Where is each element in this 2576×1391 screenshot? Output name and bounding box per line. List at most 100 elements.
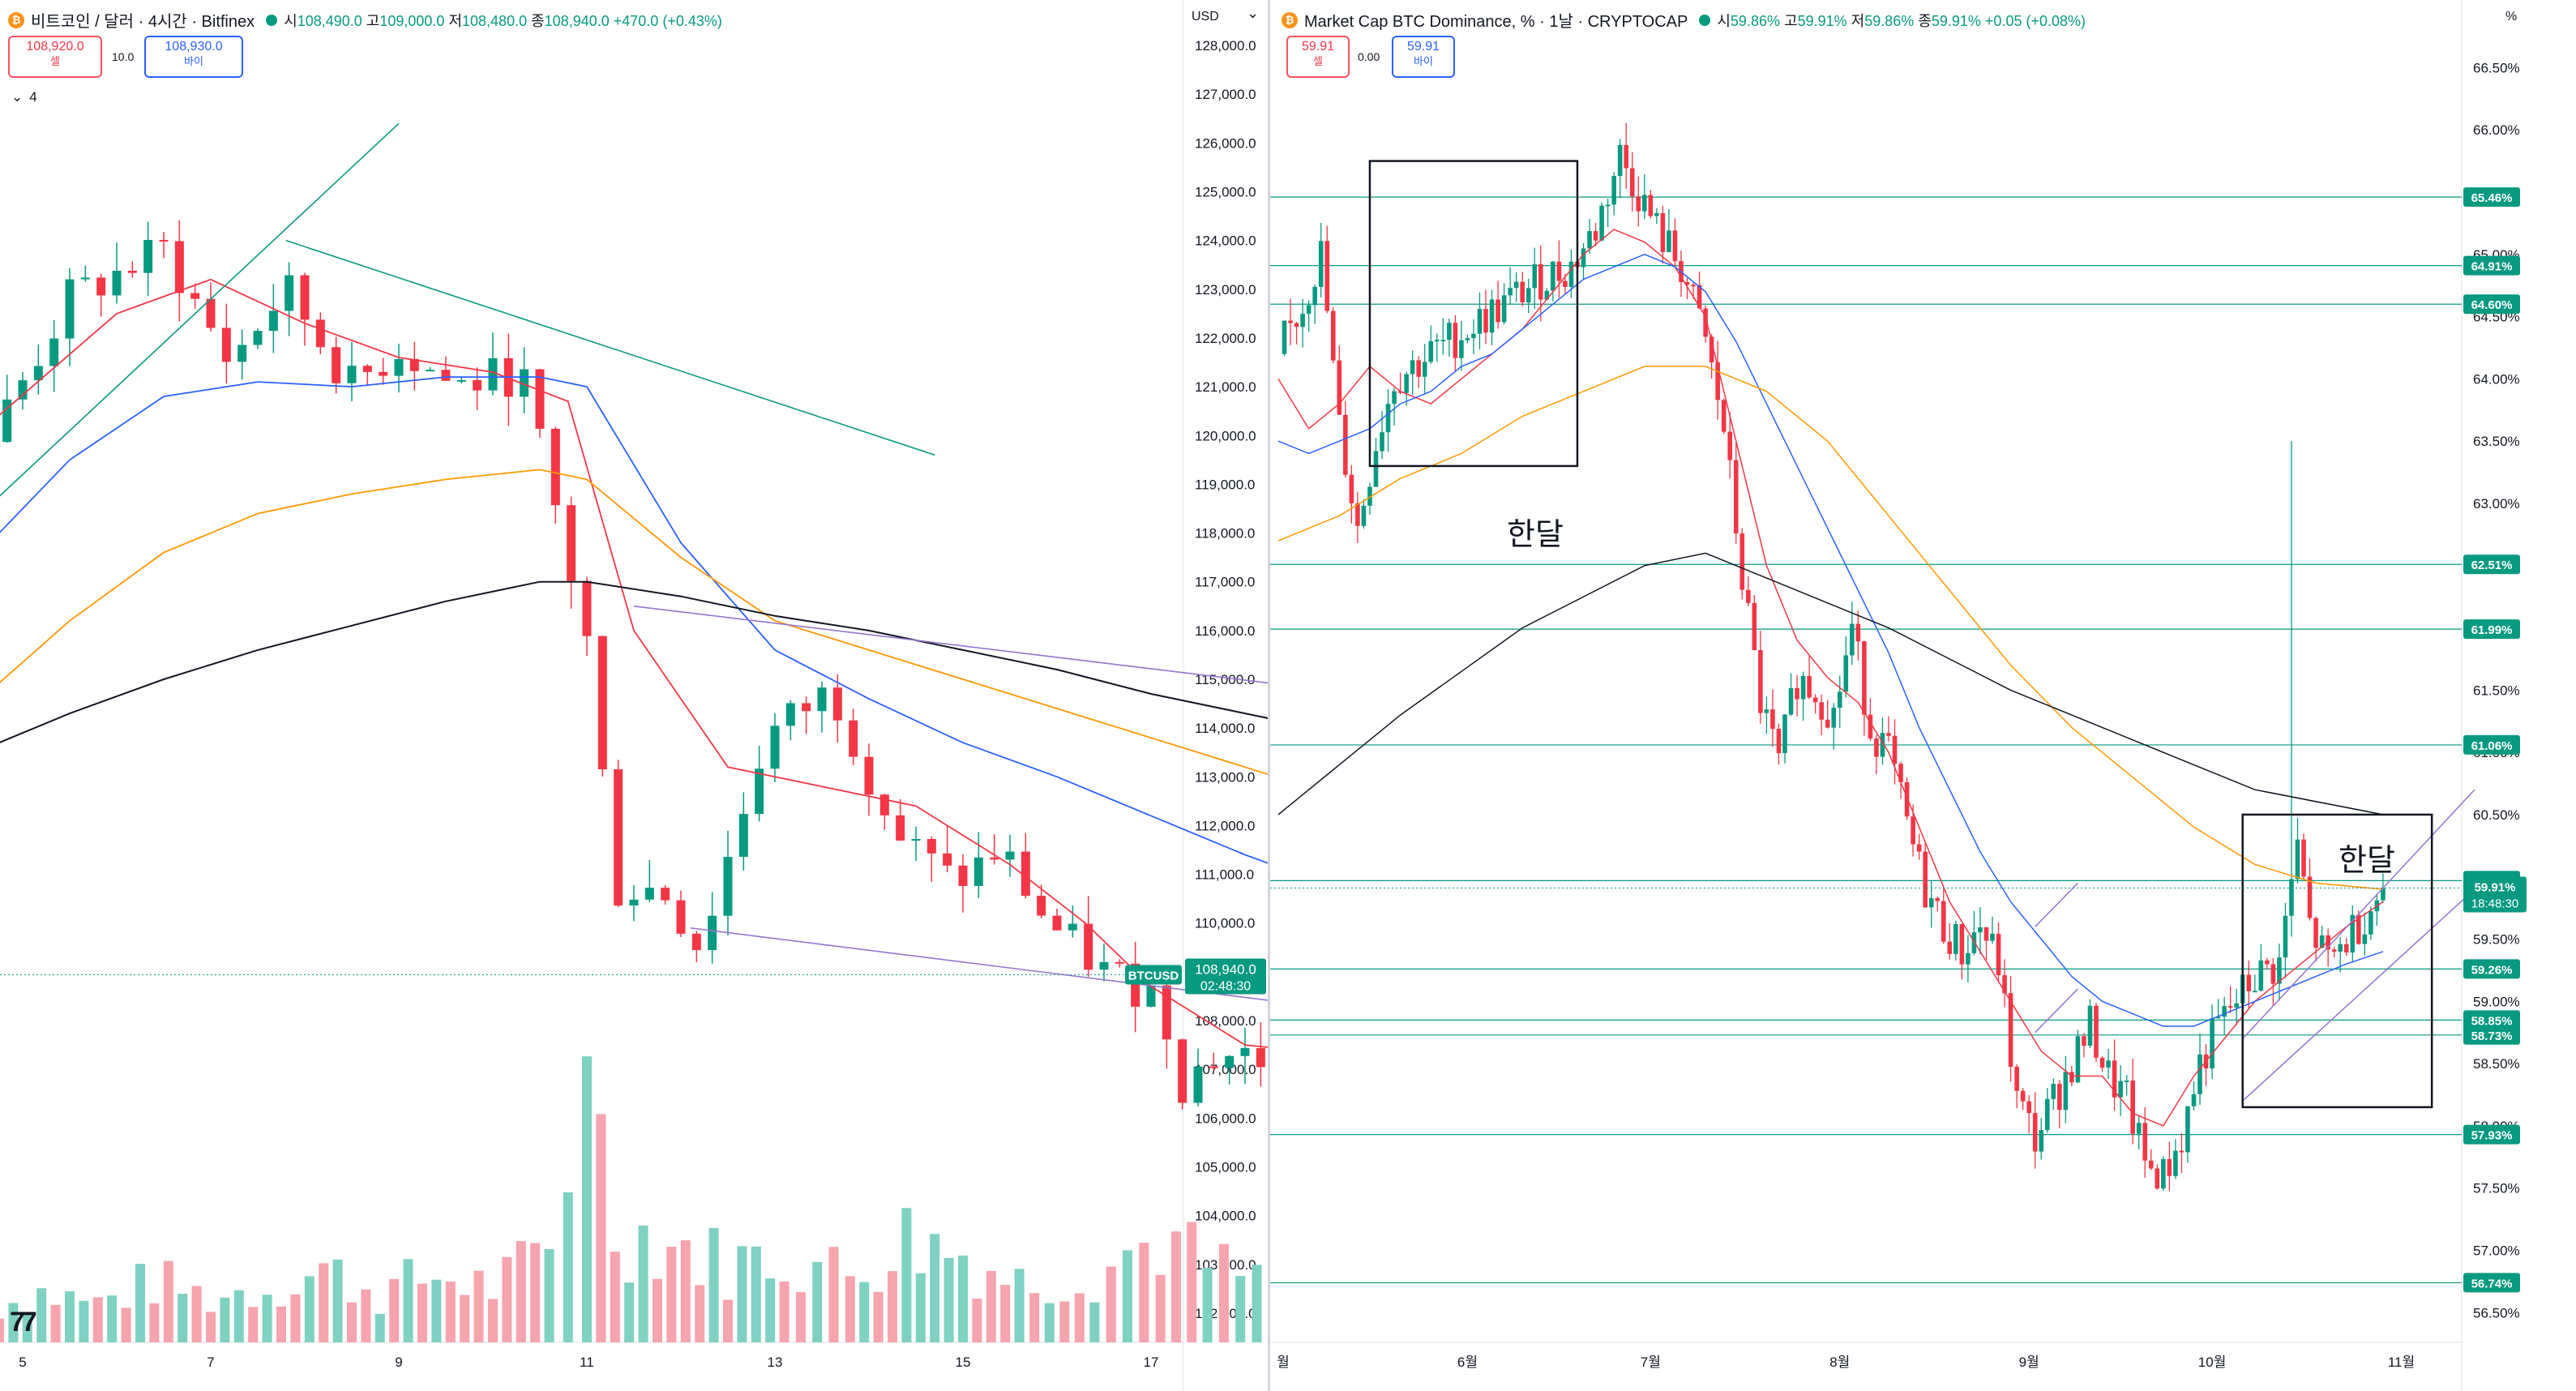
trendline: [633, 605, 1268, 684]
level-tag-label: 56.74%: [2471, 1277, 2513, 1290]
volume-bar: [262, 1295, 272, 1342]
percent-tick-label: 66.50%: [2473, 60, 2520, 75]
volume-bar: [563, 1192, 573, 1342]
volume-bar: [1014, 1269, 1025, 1342]
candle-body: [1447, 323, 1452, 340]
candle-body: [1605, 204, 1611, 207]
volume-bar: [1252, 1265, 1262, 1342]
volume-bar: [1202, 1268, 1213, 1342]
volume-bar: [65, 1291, 75, 1342]
left-axis-currency[interactable]: USD: [1192, 10, 1219, 24]
candle-body: [2283, 915, 2288, 958]
volume-bar: [290, 1294, 301, 1342]
trendline: [2242, 888, 2475, 1102]
volume-bar: [178, 1293, 188, 1342]
volume-bar: [347, 1302, 357, 1342]
pane-divider[interactable]: [1268, 0, 1270, 1391]
annotation-one-month-1[interactable]: 한달: [1507, 518, 1564, 552]
ma-fast-line: [1277, 229, 2384, 1127]
right-axis-unit[interactable]: %: [2505, 10, 2518, 24]
right-symbol-title[interactable]: Market Cap BTC Dominance, % · 1날 · CRYPT…: [1304, 13, 1688, 31]
candle-body: [2258, 960, 2264, 991]
candle-body: [911, 839, 921, 841]
candle-body: [943, 853, 952, 866]
candle-body: [2197, 1054, 2202, 1094]
left-buy-button[interactable]: 108,930.0 바이: [144, 36, 243, 78]
left-symbol-title[interactable]: 비트코인 / 달러 · 4시간 · Bitfinex: [31, 13, 255, 31]
percent-tick-label: 63.50%: [2473, 434, 2520, 449]
candle-body: [2185, 1106, 2190, 1153]
candle-body: [1660, 213, 1666, 252]
candle-body: [1337, 360, 1342, 415]
candle-body: [1868, 714, 1873, 739]
candle-body: [2313, 918, 2318, 948]
candle-body: [1099, 961, 1109, 970]
candle-body: [1886, 733, 1891, 736]
candle-body: [2142, 1123, 2148, 1161]
candle-body: [1770, 709, 1775, 730]
candle-body: [1496, 299, 1500, 323]
percent-tick-label: 60.50%: [2473, 807, 2520, 823]
trendline: [2035, 882, 2078, 927]
tradingview-logo[interactable]: 77: [10, 1307, 37, 1338]
candle-body: [473, 379, 482, 391]
candle-body: [2112, 1060, 2117, 1098]
candle-body: [1367, 486, 1372, 506]
price-tick-label: 112,000.0: [1195, 818, 1255, 833]
volume-bar: [845, 1276, 855, 1342]
time-tick-label: 5: [19, 1355, 26, 1370]
candle-body: [1520, 281, 1525, 303]
volume-bar: [638, 1225, 648, 1342]
volume-bar: [708, 1227, 719, 1342]
annotation-one-month-2[interactable]: 한달: [2339, 844, 2395, 878]
volume-bar: [1074, 1293, 1085, 1342]
candle-body: [1513, 281, 1519, 289]
price-tick-label: 113,000.0: [1195, 769, 1255, 785]
left-chart-pane[interactable]: 102,000.0103,000.0104,000.0105,000.0106,…: [0, 0, 1268, 1391]
candle-body: [2356, 914, 2361, 944]
candle-body: [253, 331, 263, 345]
right-buy-button[interactable]: 59.91 바이: [1392, 36, 1455, 78]
indicators-toggle[interactable]: ⌄ 4: [11, 89, 37, 105]
candle-body: [1812, 697, 1818, 703]
candle-body: [2020, 1090, 2026, 1102]
price-tick-label: 108,000.0: [1195, 1013, 1256, 1029]
candle-body: [1935, 898, 1941, 901]
candle-body: [2039, 1130, 2044, 1152]
candle-body: [849, 720, 858, 757]
right-spread: 0.00: [1358, 50, 1380, 63]
candle-body: [1733, 460, 1739, 534]
candle-body: [1330, 310, 1336, 361]
candle-body: [2215, 1016, 2221, 1019]
candle-body: [1465, 338, 1470, 340]
volume-bar: [36, 1288, 47, 1342]
candle-body: [1501, 295, 1507, 323]
symbol-tag-bg: [1125, 965, 1182, 985]
candle-body: [1318, 241, 1324, 287]
right-sell-button[interactable]: 59.91 셀: [1286, 36, 1350, 78]
price-tick-label: 125,000.0: [1195, 185, 1256, 200]
volume-bar: [582, 1056, 592, 1342]
candle-body: [190, 293, 200, 299]
time-tick-label: 15: [956, 1355, 971, 1370]
candle-body: [1978, 927, 1983, 933]
right-chart-canvas[interactable]: 56.50%57.00%57.50%58.00%58.50%59.00%59.5…: [1270, 0, 2576, 1391]
candle-body: [2234, 1003, 2240, 1008]
right-chart-pane[interactable]: 56.50%57.00%57.50%58.00%58.50%59.00%59.5…: [1270, 0, 2576, 1391]
volume-bar: [8, 1303, 19, 1342]
left-chart-canvas[interactable]: 102,000.0103,000.0104,000.0105,000.0106,…: [0, 0, 1268, 1391]
volume-bar: [596, 1114, 606, 1342]
ma-long-line: [0, 580, 1268, 743]
volume-bar: [361, 1289, 371, 1342]
candle-body: [2032, 1113, 2038, 1152]
percent-tick-label: 59.00%: [2473, 994, 2520, 1009]
candle-body: [1971, 932, 1977, 953]
candle-body: [1508, 288, 1513, 296]
price-tick-label: 114,000.0: [1195, 721, 1255, 736]
candle-body: [206, 298, 216, 328]
currency-chevron-icon[interactable]: ⌄: [1247, 5, 1260, 21]
left-sell-button[interactable]: 108,920.0 셀: [8, 36, 102, 78]
market-open-icon: [1699, 14, 1711, 26]
price-tick-label: 111,000.0: [1195, 867, 1254, 883]
candle-body: [379, 371, 388, 376]
